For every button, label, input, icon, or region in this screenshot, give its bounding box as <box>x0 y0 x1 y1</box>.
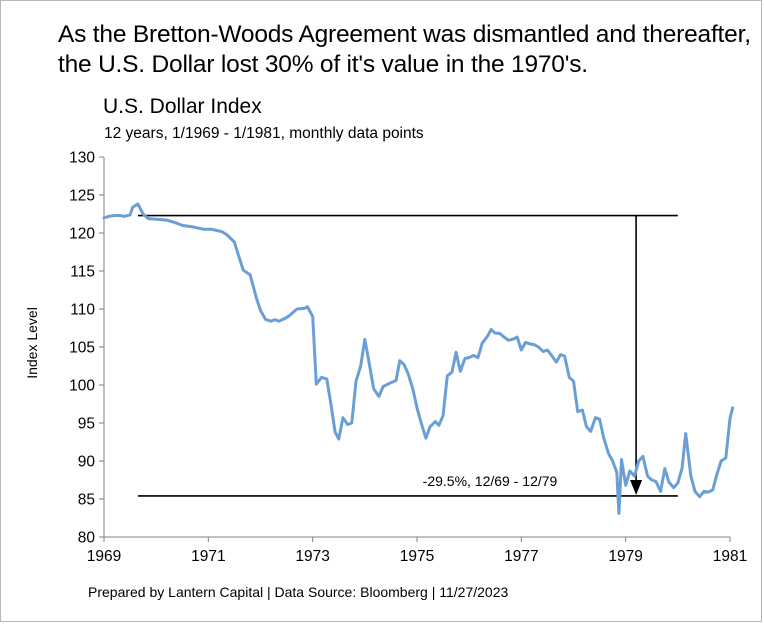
y-tick-label: 95 <box>78 416 95 433</box>
y-tick-label: 80 <box>78 530 96 547</box>
chart-subtitle: 12 years, 1/1969 - 1/1981, monthly data … <box>104 125 424 142</box>
y-tick-label: 90 <box>78 454 96 471</box>
decline-arrow-head <box>630 479 643 495</box>
y-axis-label: Index Level <box>24 307 40 379</box>
y-tick-label: 105 <box>69 340 95 357</box>
x-tick-label: 1979 <box>608 548 642 565</box>
y-tick-label: 120 <box>69 226 95 243</box>
y-tick-label: 115 <box>70 264 95 281</box>
dollar-index-line <box>102 202 735 515</box>
axes: 80 85 90 95 100 105 110 115 120 125 130 1969 1971 197… <box>69 150 747 566</box>
series-group <box>102 202 735 515</box>
x-tick-label: 1969 <box>87 548 121 565</box>
x-tick-label: 1971 <box>191 548 225 565</box>
source-footer: Prepared by Lantern Capital | Data Sourc… <box>88 584 509 600</box>
x-tick-label: 1973 <box>295 548 329 565</box>
chart-title: U.S. Dollar Index <box>103 95 262 118</box>
y-tick-label: 125 <box>69 188 95 205</box>
headline: As the Bretton-Woods Agreement was disma… <box>58 21 751 78</box>
annotation-group <box>137 214 678 497</box>
y-tick-label: 85 <box>78 492 95 509</box>
x-tick-label: 1975 <box>400 548 434 565</box>
x-tick-label: 1981 <box>713 548 747 565</box>
x-tick-label: 1977 <box>504 548 538 565</box>
y-tick-label: 100 <box>69 378 95 395</box>
y-tick-label: 130 <box>69 150 95 167</box>
annotation-label: -29.5%, 12/69 - 12/79 <box>423 473 558 489</box>
y-tick-label: 110 <box>70 302 95 319</box>
